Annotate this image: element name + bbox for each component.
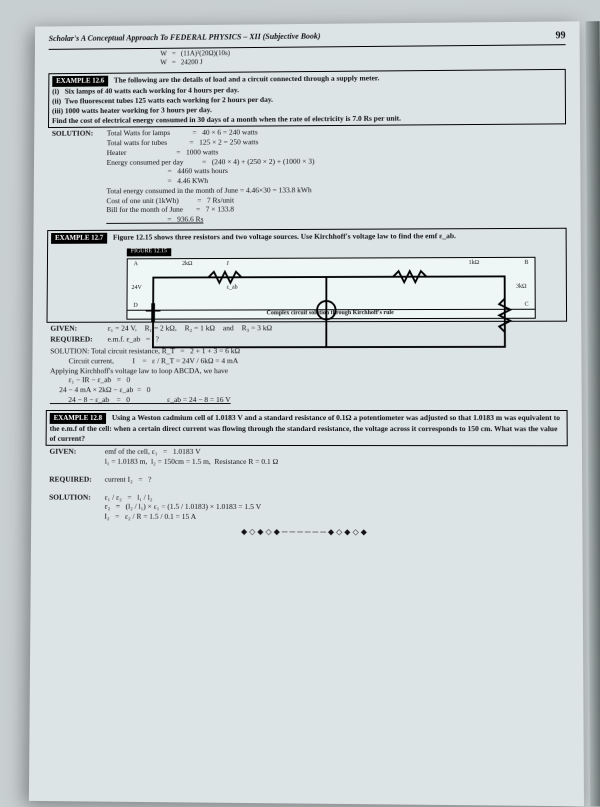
page-number: 99 xyxy=(555,29,565,42)
example-12-7: EXAMPLE 12.7 Figure 12.15 shows three re… xyxy=(47,228,568,323)
s127-5: 24 − 4 mA × 2kΩ − ε_ab = 0 xyxy=(50,385,564,395)
ornament: ◆◇◆◇◆──────◆◇◆◇◆ xyxy=(45,526,568,538)
figure-label: FIGURE 12.15 xyxy=(127,248,171,256)
s126-10: = 936.6 Rs xyxy=(106,213,562,225)
book-title: Scholar's A Conceptual Approach To FEDER… xyxy=(49,32,321,47)
s128-1: ε₁ / ε₂ = l₁ / l₂ xyxy=(105,492,262,502)
ex128-head: Using a Weston cadmium cell of 1.0183 V … xyxy=(50,413,560,443)
ex126-label: EXAMPLE 12.6 xyxy=(52,76,108,87)
s128-2: ε₂ = (l₂ / l₁) × ε₁ = (1.5 / 1.0183) × 1… xyxy=(104,502,261,512)
example-12-8: EXAMPLE 12.8 Using a Weston cadmium cell… xyxy=(46,410,568,447)
ex128-label: EXAMPLE 12.8 xyxy=(50,413,106,424)
ex127-head: Figure 12.15 shows three resistors and t… xyxy=(113,231,456,241)
given-label-2: GIVEN: xyxy=(49,447,99,466)
solution-label: SOLUTION: xyxy=(51,129,101,225)
s127-4: ε₁ − IR − ε_ab = 0 xyxy=(50,375,563,385)
ex127-label: EXAMPLE 12.7 xyxy=(51,233,107,244)
required-label-2: REQUIRED: xyxy=(49,474,99,484)
solution-label-2: SOLUTION: xyxy=(49,492,99,521)
example-12-6: EXAMPLE 12.6 The following are the detai… xyxy=(48,69,566,128)
s127-6: 24 − 8 − ε_ab = 0 ε_ab = 24 − 8 = 16 V xyxy=(50,395,564,405)
s128-3: I₂ = ε₂ / R = 1.5 / 0.1 = 15 A xyxy=(104,512,261,522)
req128: current I₂ = ? xyxy=(105,475,152,485)
page-edge-shadow xyxy=(586,21,600,806)
required-label: REQUIRED: xyxy=(50,335,99,345)
given-label: GIVEN: xyxy=(50,323,99,333)
circuit-diagram: A 2kΩ I 1kΩ B 24V 3kΩ ε_ab D C Complex c… xyxy=(126,256,535,319)
g128: emf of the cell, ε₁ = 1.0183 V l₁ = 1.01… xyxy=(105,447,278,467)
